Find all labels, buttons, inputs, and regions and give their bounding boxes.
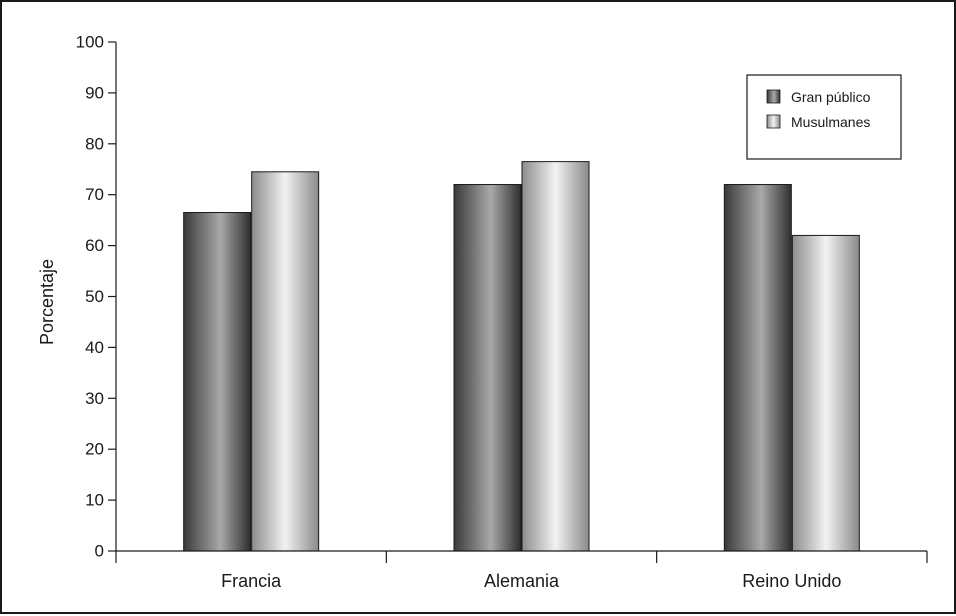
y-tick-label: 60 <box>85 236 104 255</box>
y-tick-label: 10 <box>85 491 104 510</box>
bars <box>183 161 860 552</box>
y-tick-label: 70 <box>85 185 104 204</box>
legend-label-gran-publico: Gran público <box>791 89 871 105</box>
y-tick-label: 50 <box>85 287 104 306</box>
axes <box>115 42 927 552</box>
y-tick-label: 80 <box>85 134 104 153</box>
legend: Gran público Musulmanes <box>746 74 902 160</box>
y-axis-title: Porcentaje <box>37 259 57 345</box>
y-tick-label: 90 <box>85 83 104 102</box>
y-axis-ticks: 0 10 20 30 40 50 60 70 80 90 100 <box>76 33 116 561</box>
x-tick-label: Francia <box>221 571 282 591</box>
y-tick-label: 0 <box>95 542 104 561</box>
y-axis-title-group: Porcentaje <box>37 259 57 345</box>
legend-swatch-musulmanes <box>766 114 781 129</box>
bar-alemania-gran-p-blico <box>453 184 522 552</box>
bar-francia-gran-p-blico <box>183 212 252 552</box>
x-axis-ticks: Francia Alemania Reino Unido <box>115 551 928 591</box>
y-tick-label: 30 <box>85 389 104 408</box>
x-tick-label: Reino Unido <box>742 571 841 591</box>
legend-swatch-gran-publico <box>766 89 781 104</box>
bar-francia-musulmanes <box>251 171 320 552</box>
y-tick-label: 20 <box>85 440 104 459</box>
x-tick-label: Alemania <box>484 571 560 591</box>
y-tick-label: 40 <box>85 338 104 357</box>
y-tick-label: 100 <box>76 33 104 52</box>
legend-label-musulmanes: Musulmanes <box>791 114 870 130</box>
bar-alemania-musulmanes <box>521 161 590 552</box>
bar-reino-unido-gran-p-blico <box>723 184 792 552</box>
bar-reino-unido-musulmanes <box>791 234 860 552</box>
